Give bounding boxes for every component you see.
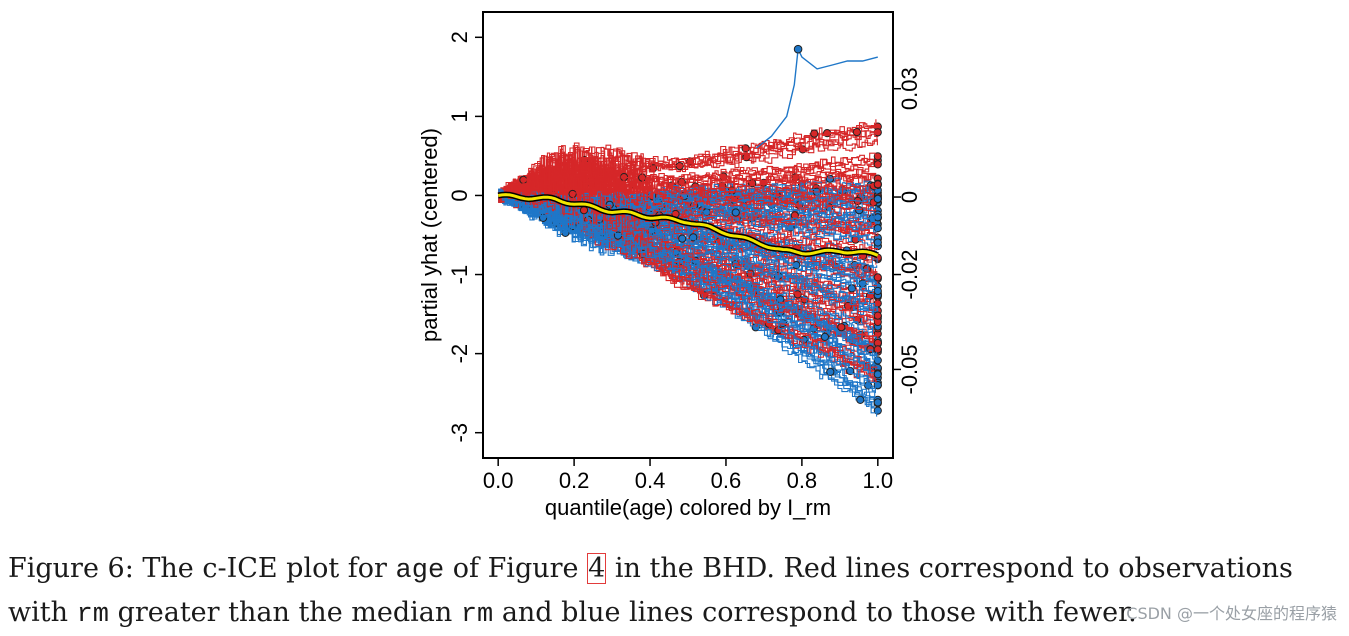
- observation-point: [846, 366, 855, 376]
- observation-point: [820, 332, 830, 341]
- observation-point: [873, 356, 882, 365]
- y-tick-label: 0: [447, 189, 472, 201]
- observation-point: [873, 194, 882, 203]
- observation-point: [873, 224, 882, 233]
- outlier-ice-line: [755, 46, 878, 149]
- y2-tick-label: 0.03: [897, 67, 922, 110]
- y-tick-label: -2: [447, 344, 472, 364]
- y2-tick-label: -0.02: [897, 249, 922, 299]
- plot-frame: [482, 11, 894, 459]
- blue-ice-line: [498, 194, 876, 394]
- observation-point: [793, 44, 803, 54]
- plot-area: [497, 44, 882, 417]
- observation-point: [568, 189, 577, 199]
- y-tick-label: -3: [447, 423, 472, 443]
- observation-point: [873, 213, 882, 222]
- blue-ice-line: [498, 192, 878, 403]
- red-ice-line: [498, 187, 876, 377]
- observation-point: [856, 395, 865, 404]
- observation-point: [519, 175, 528, 184]
- observation-point: [873, 381, 882, 390]
- figure-reference-link[interactable]: 4: [587, 553, 607, 584]
- observation-point: [873, 286, 882, 296]
- observation-point: [873, 152, 882, 161]
- observation-point: [852, 128, 862, 137]
- watermark: CSDN @一个处女座的程序猿: [1126, 604, 1337, 623]
- red-ice-line: [498, 179, 879, 343]
- observation-point: [826, 367, 835, 376]
- red-ice-line: [498, 130, 876, 198]
- y2-tick-label: -0.05: [897, 344, 922, 394]
- x-tick-label: 0.6: [711, 468, 742, 493]
- observation-point: [837, 323, 846, 332]
- observation-point: [873, 370, 882, 379]
- blue-ice-line: [498, 194, 877, 360]
- red-ice-line: [498, 119, 877, 199]
- observation-point: [873, 398, 882, 407]
- x-tick-label: 0.8: [787, 468, 818, 493]
- y-tick-label: -1: [447, 265, 472, 285]
- observation-point: [873, 311, 882, 320]
- blue-ice-line: [498, 191, 876, 361]
- observation-point: [825, 174, 835, 183]
- ice-plot: 0.0 0.2 0.4 0.6 0.8 1.0 -3 -2 -1 0 1 2 -0.05 -0.02 0 0.…: [417, 11, 922, 520]
- observation-point: [873, 238, 882, 247]
- x-tick-label: 0.2: [559, 468, 590, 493]
- caption-line-2: with rm greater than the median rm and b…: [8, 597, 1137, 630]
- x-tick-label: 0.0: [483, 468, 514, 493]
- observation-point: [678, 234, 687, 243]
- pdp-line: [497, 193, 879, 257]
- y-axis-label: partial yhat (centered): [417, 128, 442, 342]
- y-tick-label: 2: [447, 31, 472, 43]
- blue-ice-line: [498, 193, 877, 375]
- red-ice-line: [498, 179, 879, 321]
- blue-ice-line: [498, 195, 876, 393]
- x-tick-label: 0.4: [635, 468, 666, 493]
- x-axis-label: quantile(age) colored by I_rm: [545, 495, 831, 520]
- observation-point: [873, 273, 882, 282]
- red-ice-line: [498, 175, 878, 278]
- y-tick-label: 1: [447, 110, 472, 122]
- red-ice-line: [498, 130, 879, 196]
- caption-line-1: Figure 6: The c-ICE plot for age of Figu…: [8, 553, 1293, 586]
- axes: 0.0 0.2 0.4 0.6 0.8 1.0 -3 -2 -1 0 1 2 -0.05 -0.02 0 0.…: [447, 31, 922, 493]
- y2-tick-label: 0: [897, 191, 922, 203]
- observation-point: [810, 129, 819, 138]
- observation-point: [855, 206, 864, 215]
- observation-point: [873, 160, 882, 169]
- figure-caption: Figure 6: The c-ICE plot for age of Figu…: [8, 548, 1348, 636]
- observation-point: [792, 261, 801, 270]
- x-tick-label: 1.0: [863, 468, 894, 493]
- observation-point: [873, 345, 882, 354]
- observation-point: [731, 208, 740, 217]
- observation-point: [579, 206, 589, 215]
- red-ice-line: [498, 167, 877, 216]
- observation-point: [873, 180, 882, 189]
- blue-ice-line: [498, 183, 878, 219]
- red-ice-line: [498, 158, 877, 202]
